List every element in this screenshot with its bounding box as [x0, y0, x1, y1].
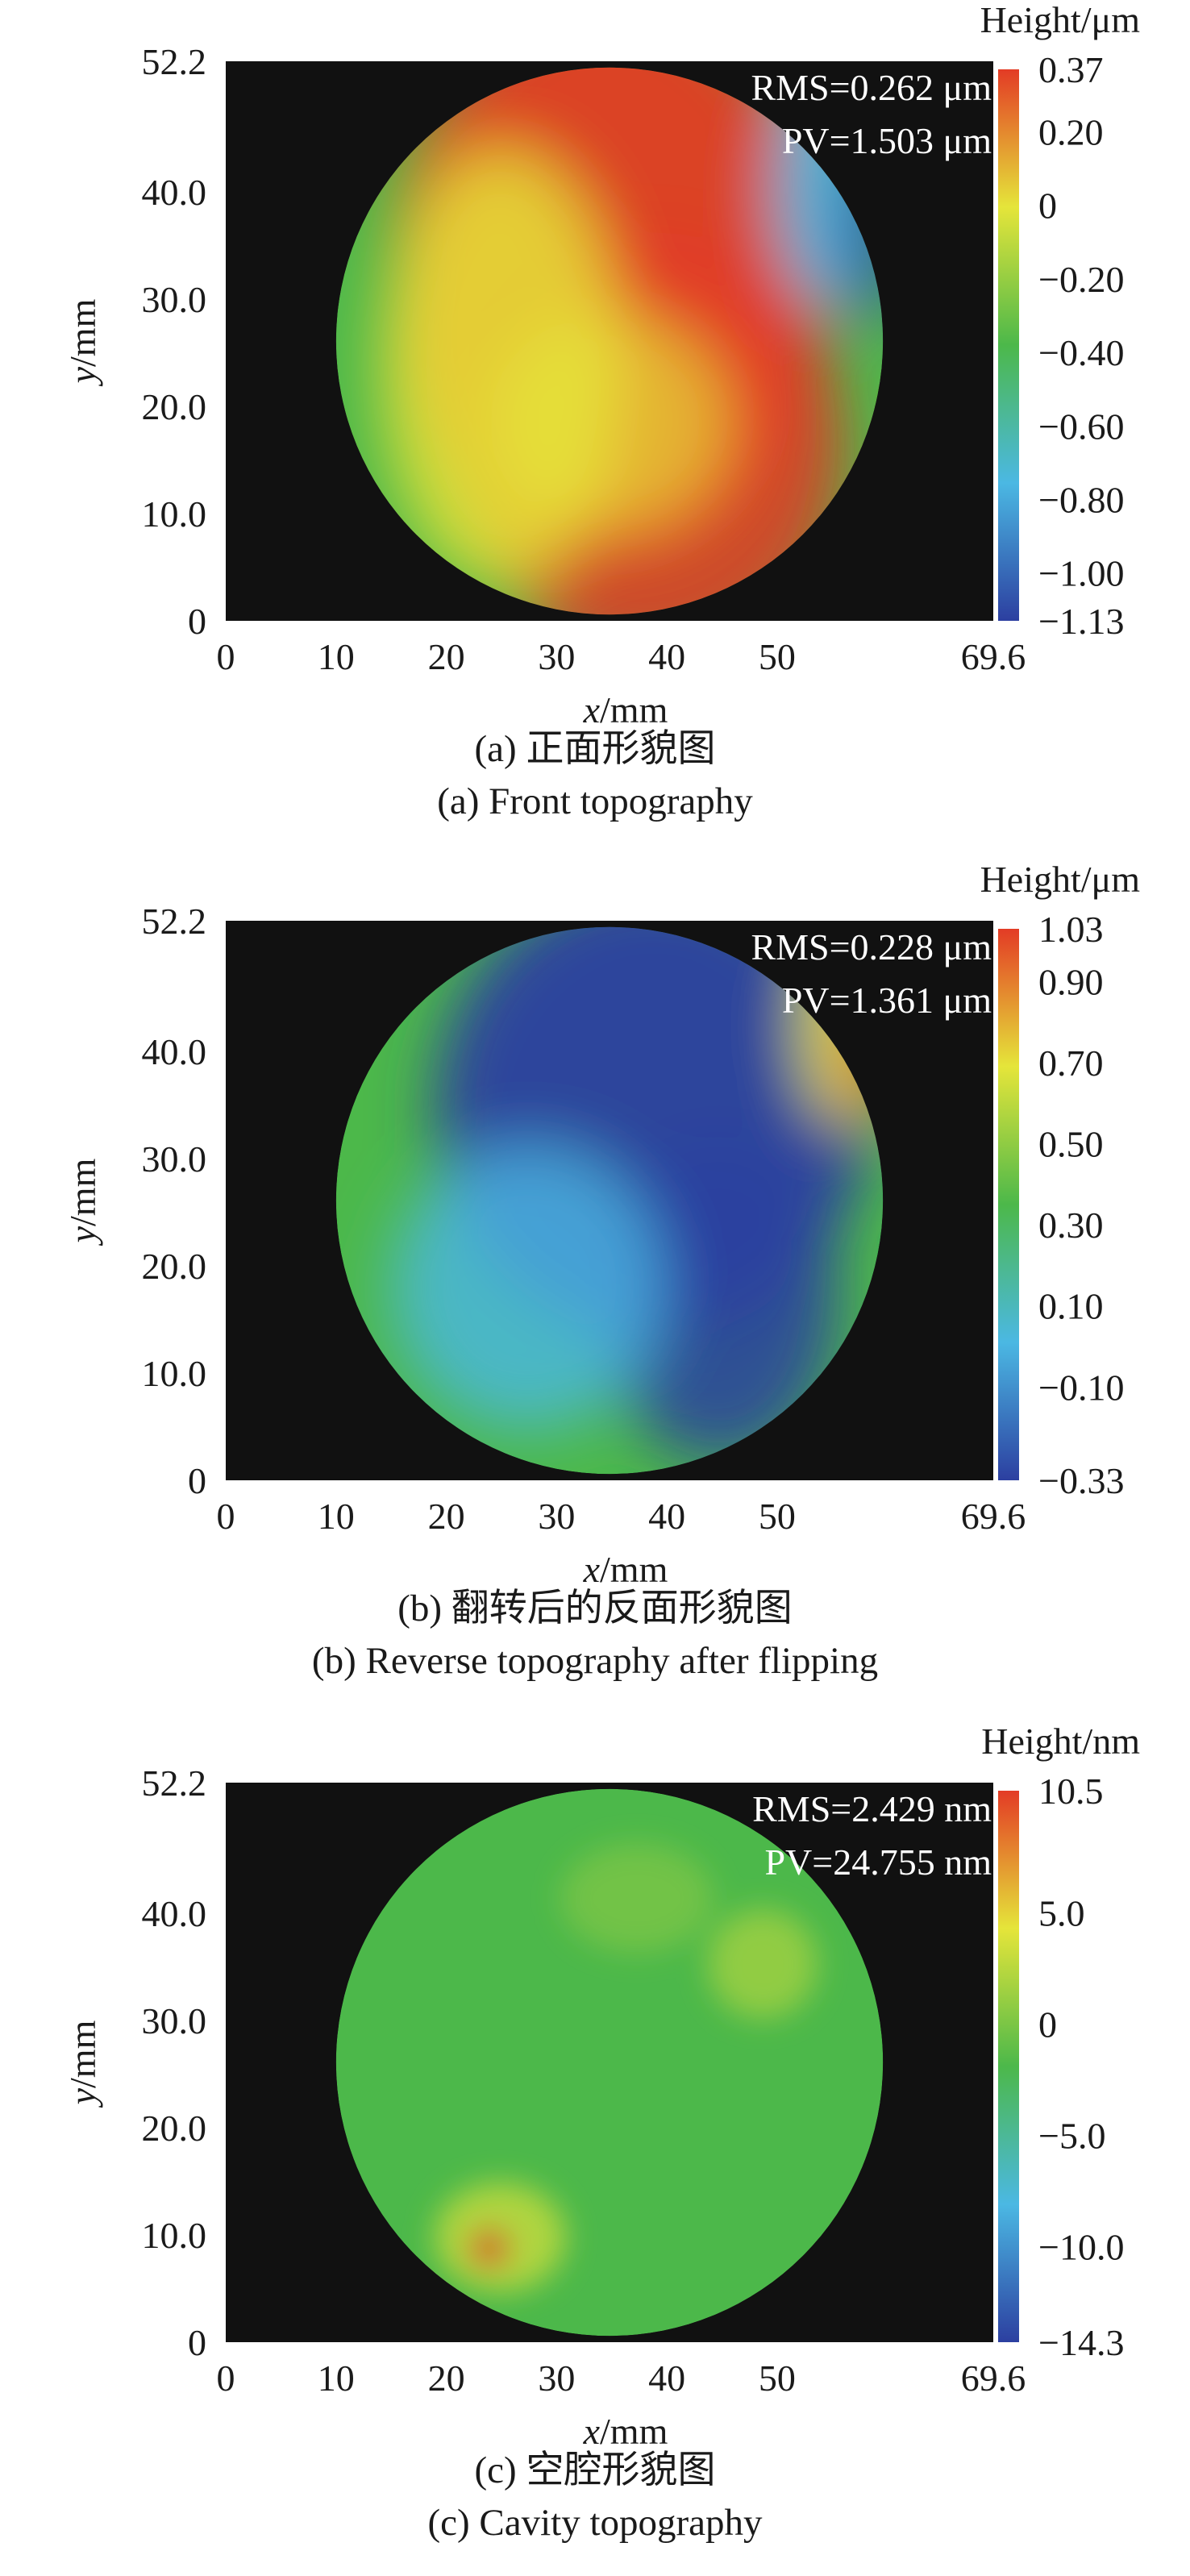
colorbar-tick-label: 1.03 [1038, 909, 1104, 950]
y-axis-label: y/mm [62, 298, 103, 386]
x-tick-label: 50 [759, 1496, 796, 1537]
y-axis-label: y/mm [62, 2020, 103, 2108]
x-axis-label: x/mm [583, 689, 668, 726]
y-tick-label: 20.0 [142, 2108, 207, 2149]
colorbar-tick-label: 0 [1038, 2004, 1057, 2045]
colorbar-tick-label: 0.20 [1038, 112, 1104, 153]
colorbar-tick-label: −0.10 [1038, 1367, 1124, 1408]
annotation-0: RMS=2.429 nm [752, 1788, 992, 1829]
colorbar-tick-label: 5.0 [1038, 1893, 1085, 1934]
y-tick-label: 52.2 [142, 1762, 207, 1804]
colorbar-label: Height/μm [980, 0, 1141, 40]
height-region-2 [390, 1146, 664, 1430]
x-tick-label: 69.6 [961, 1496, 1026, 1537]
y-tick-label: 20.0 [142, 386, 207, 427]
height-region-3 [489, 314, 730, 533]
x-tick-label: 0 [217, 1496, 235, 1537]
x-tick-label: 30 [538, 2358, 575, 2399]
panel-front-topography: RMS=0.262 μm PV=1.503 μm 0 10 20 30 40 50 69.6 0 1… [0, 0, 1190, 855]
colorbar-tick-label: −14.3 [1038, 2322, 1124, 2363]
colorbar-tick-label: −0.33 [1038, 1460, 1124, 1501]
x-tick-label: 20 [428, 636, 465, 677]
chart-front-topography: RMS=0.262 μm PV=1.503 μm 0 10 20 30 40 50 69.6 0 1… [62, 0, 1141, 726]
x-tick-label: 40 [648, 2358, 685, 2399]
caption-cn: (a) 正面形貌图 [474, 728, 716, 770]
height-region-2 [708, 1909, 818, 2019]
height-region-3 [560, 1843, 714, 1954]
caption-en: (a) Front topography [437, 780, 753, 822]
chart-cavity-topography: RMS=2.429 nm PV=24.755 nm 0 10 20 30 40 50 69.6 0… [62, 1721, 1140, 2447]
annotation-0: RMS=0.228 μm [751, 926, 992, 968]
colorbar-tick-label: 0.50 [1038, 1124, 1104, 1165]
height-region-1 [467, 2226, 511, 2270]
colorbar-tick-label: −10.0 [1038, 2226, 1124, 2267]
x-tick-label: 69.6 [961, 636, 1026, 677]
chart-reverse-topography: RMS=0.228 μm PV=1.361 μm 0 10 20 30 40 50 69.6 0 1… [62, 859, 1141, 1585]
x-tick-label: 0 [217, 636, 235, 677]
colorbar-tick-label: 0 [1038, 185, 1057, 227]
y-axis-label: y/mm [62, 1158, 103, 1246]
x-tick-label: 10 [318, 1496, 355, 1537]
x-tick-label: 69.6 [961, 2358, 1026, 2399]
colorbar-tick-label: −0.40 [1038, 332, 1124, 373]
x-tick-label: 0 [217, 2358, 235, 2399]
x-tick-label: 10 [318, 2358, 355, 2399]
colorbar-tick-label: −0.20 [1038, 259, 1124, 300]
x-tick-label: 20 [428, 1496, 465, 1537]
y-tick-label: 10.0 [142, 2215, 207, 2256]
colorbar-tick-label: 0.30 [1038, 1205, 1104, 1246]
y-tick-label: 20.0 [142, 1246, 207, 1287]
y-tick-label: 40.0 [142, 172, 207, 213]
annotation-1: PV=24.755 nm [764, 1841, 992, 1883]
colorbar-label: Height/μm [980, 859, 1141, 900]
x-tick-label: 50 [759, 2358, 796, 2399]
x-tick-label: 40 [648, 636, 685, 677]
colorbar [998, 69, 1019, 621]
colorbar-tick-label: −1.13 [1038, 601, 1124, 642]
height-region-1 [598, 1134, 839, 1463]
panel-cavity-topography: RMS=2.429 nm PV=24.755 nm 0 10 20 30 40 50 69.6 0… [0, 1721, 1190, 2576]
colorbar-tick-label: 0.10 [1038, 1286, 1104, 1327]
colorbar [998, 1791, 1019, 2342]
colorbar-tick-label: 0.37 [1038, 49, 1104, 90]
colorbar-tick-label: −0.60 [1038, 406, 1124, 447]
y-tick-label: 52.2 [142, 41, 207, 82]
x-tick-label: 30 [538, 636, 575, 677]
y-tick-label: 0 [188, 2322, 206, 2363]
annotation-1: PV=1.361 μm [782, 980, 992, 1021]
y-tick-label: 30.0 [142, 1138, 207, 1180]
caption-en: (c) Cavity topography [427, 2502, 763, 2544]
y-tick-label: 0 [188, 1460, 206, 1501]
colorbar-label: Height/nm [981, 1721, 1140, 1762]
caption-en: (b) Reverse topography after flipping [311, 1640, 879, 1682]
x-tick-label: 10 [318, 636, 355, 677]
y-tick-label: 40.0 [142, 1031, 207, 1072]
y-tick-label: 52.2 [142, 901, 207, 942]
x-tick-label: 40 [648, 1496, 685, 1537]
annotation-0: RMS=0.262 μm [751, 67, 992, 108]
colorbar-tick-label: 10.5 [1038, 1771, 1104, 1812]
colorbar-tick-label: −0.80 [1038, 480, 1124, 521]
y-tick-label: 30.0 [142, 279, 207, 320]
y-tick-label: 10.0 [142, 1353, 207, 1394]
y-tick-label: 10.0 [142, 493, 207, 535]
caption-cn: (b) 翻转后的反面形貌图 [397, 1588, 793, 1629]
colorbar-tick-label: −1.00 [1038, 553, 1124, 594]
y-tick-label: 30.0 [142, 2000, 207, 2041]
x-axis-label: x/mm [583, 1549, 668, 1585]
colorbar [998, 929, 1019, 1480]
x-tick-label: 50 [759, 636, 796, 677]
x-tick-label: 20 [428, 2358, 465, 2399]
panel-reverse-topography: RMS=0.228 μm PV=1.361 μm 0 10 20 30 40 50 69.6 0 1… [0, 859, 1190, 1714]
caption-cn: (c) 空腔形貌图 [474, 2449, 716, 2491]
y-tick-label: 0 [188, 601, 206, 642]
colorbar-tick-label: 0.70 [1038, 1042, 1104, 1084]
colorbar-tick-label: −5.0 [1038, 2116, 1105, 2157]
topography-map [335, 67, 884, 615]
x-tick-label: 30 [538, 1496, 575, 1537]
annotation-1: PV=1.503 μm [782, 120, 992, 161]
x-axis-label: x/mm [583, 2411, 668, 2447]
y-tick-label: 40.0 [142, 1893, 207, 1934]
colorbar-tick-label: 0.90 [1038, 961, 1104, 1002]
